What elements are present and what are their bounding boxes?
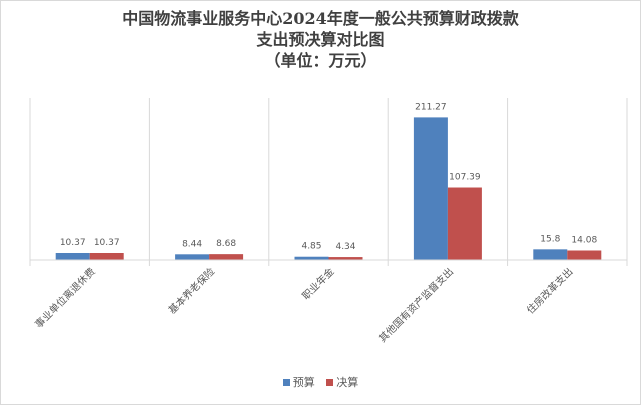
bar-budget bbox=[55, 253, 90, 260]
data-label-budget: 10.37 bbox=[60, 238, 86, 248]
bar-final bbox=[89, 253, 124, 260]
category-label: 基本养老保险 bbox=[166, 265, 218, 317]
chart-title: 中国物流事业服务中心2024年度一般公共预算财政拨款 支出预决算对比图 （单位：… bbox=[0, 8, 641, 71]
data-label-budget: 211.27 bbox=[415, 102, 447, 112]
category-label: 住房改革支出 bbox=[524, 265, 576, 317]
legend: 预算 决算 bbox=[0, 374, 641, 390]
legend-label-final: 决算 bbox=[336, 376, 359, 389]
bar-final bbox=[328, 257, 363, 260]
legend-item-final: 决算 bbox=[326, 374, 358, 390]
data-label-final: 4.34 bbox=[335, 242, 355, 252]
chart-title-line-3: （单位：万元） bbox=[264, 51, 377, 70]
data-label-final: 8.68 bbox=[216, 239, 236, 249]
bar-final bbox=[209, 254, 244, 260]
data-label-final: 14.08 bbox=[571, 235, 597, 245]
legend-swatch-final bbox=[326, 378, 334, 386]
data-label-budget: 8.44 bbox=[182, 239, 202, 249]
bar-budget bbox=[175, 254, 210, 260]
category-label: 事业单位离退休费 bbox=[32, 265, 98, 331]
category-label: 职业年金 bbox=[299, 265, 336, 302]
chart-title-line-2: 支出预决算对比图 bbox=[256, 30, 385, 49]
data-label-budget: 4.85 bbox=[301, 242, 321, 252]
data-label-final: 107.39 bbox=[449, 173, 481, 183]
data-label-budget: 15.8 bbox=[540, 234, 560, 244]
legend-item-budget: 预算 bbox=[282, 374, 315, 390]
bar-budget bbox=[413, 117, 448, 260]
bar-final bbox=[567, 250, 602, 260]
legend-swatch-budget bbox=[282, 378, 290, 386]
bar-budget bbox=[533, 249, 568, 260]
chart-title-line-1: 中国物流事业服务中心2024年度一般公共预算财政拨款 bbox=[122, 9, 519, 28]
data-label-final: 10.37 bbox=[94, 238, 120, 248]
bar-budget bbox=[294, 256, 329, 260]
category-label: 其他国有资产监督支出 bbox=[376, 265, 456, 345]
legend-label-budget: 预算 bbox=[292, 376, 315, 389]
bar-final bbox=[447, 187, 482, 260]
